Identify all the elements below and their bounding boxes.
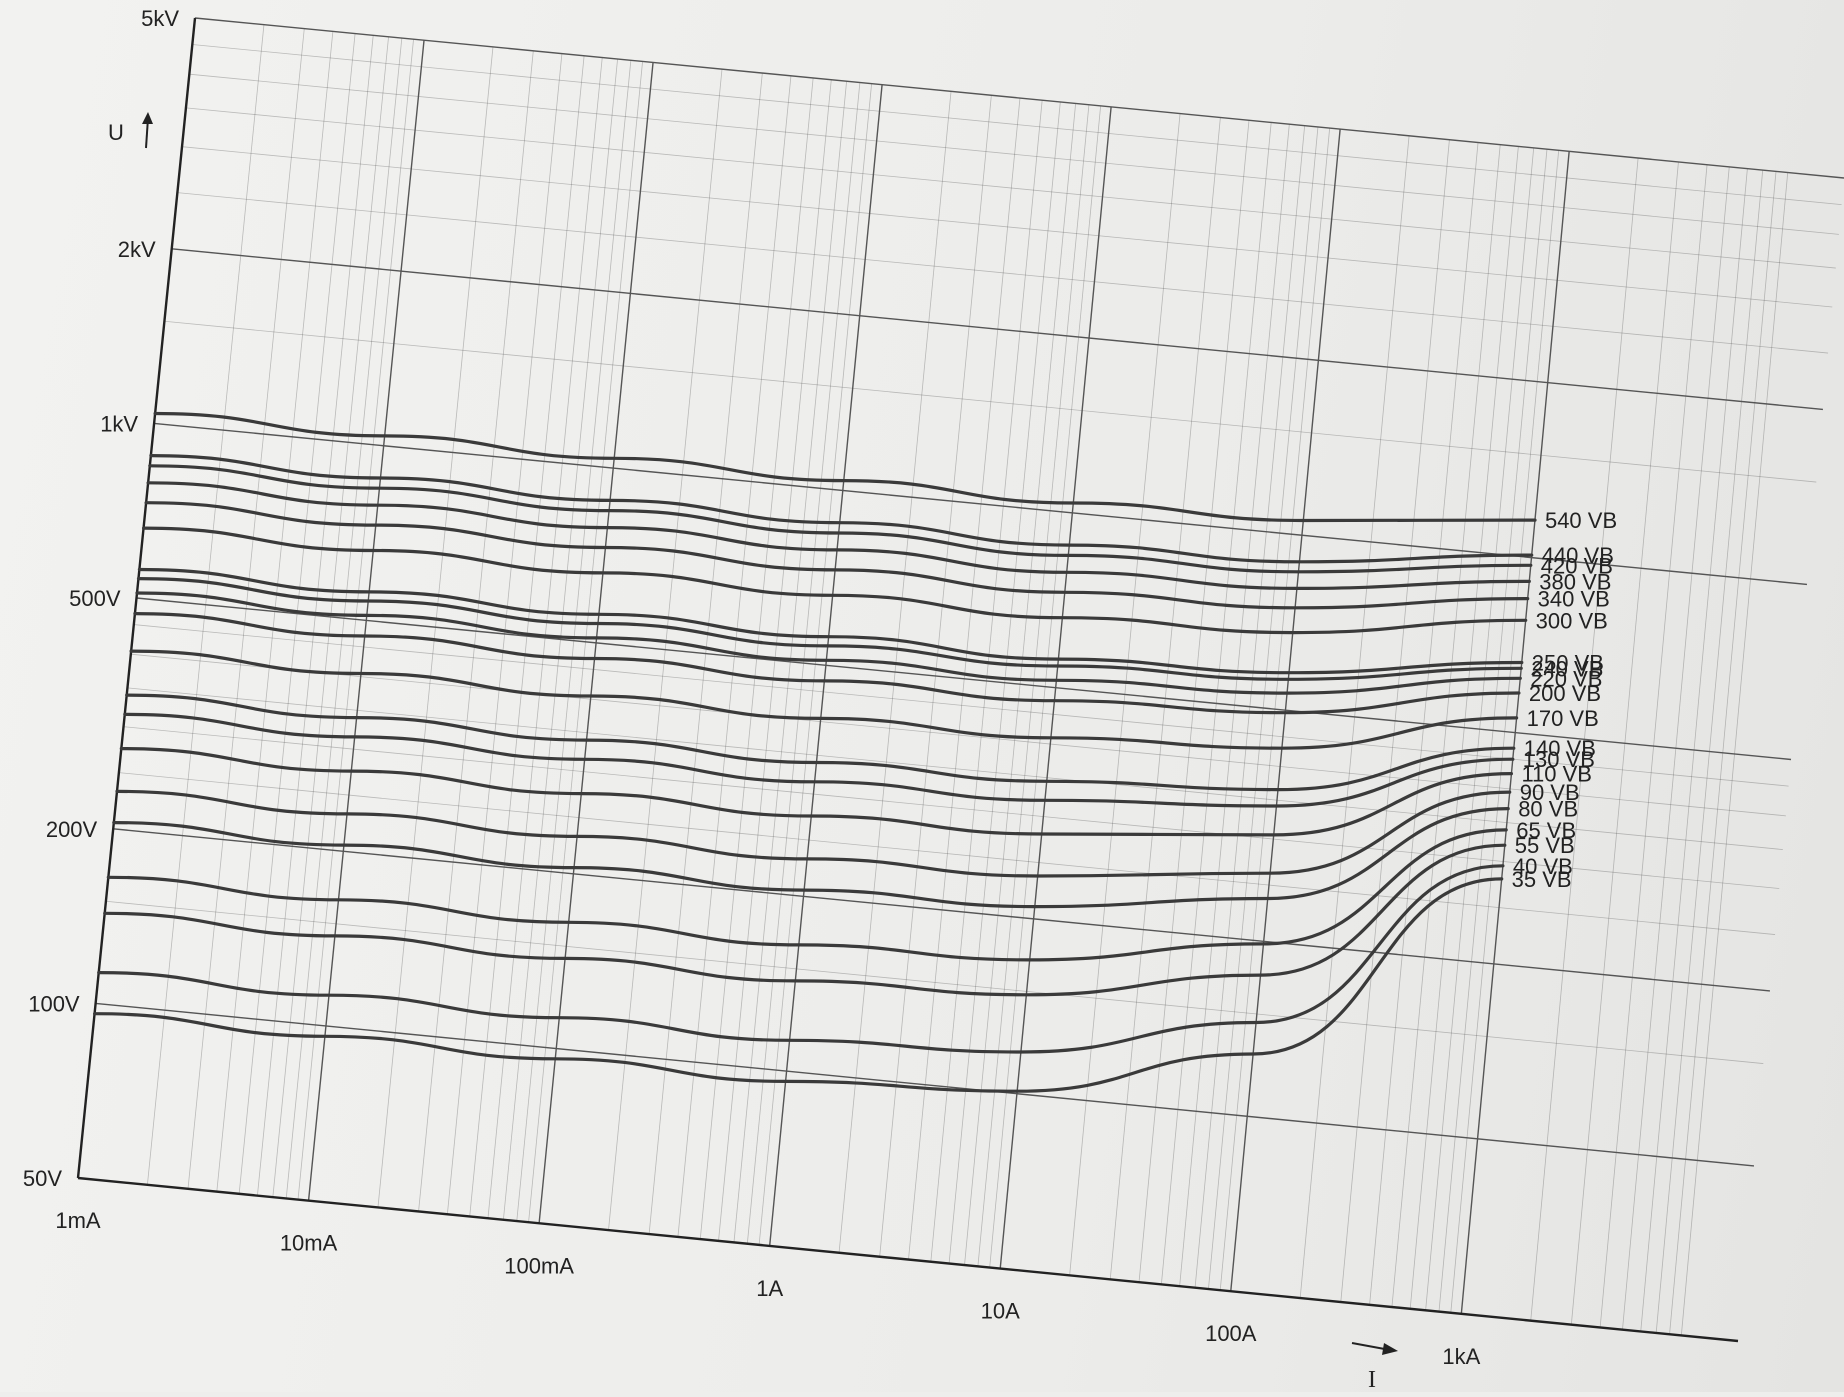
label-layer: 50V 100V 200V 500V 1kV 2kV 5kV 1mA 10mA 100mA 1A 10…	[23, 6, 1617, 1369]
series-label: 420 VB	[1541, 553, 1613, 578]
grid-minor-horizontal	[192, 44, 1842, 206]
series-label: 440 VB	[1542, 543, 1614, 568]
grid-major-horizontal	[113, 828, 1770, 992]
series-line	[112, 807, 1510, 909]
grid-major-horizontal	[154, 422, 1808, 586]
grid-layer	[76, 17, 1844, 1343]
series-line	[149, 454, 1534, 564]
series-line	[103, 843, 1507, 997]
x-tick-label: 10A	[981, 1299, 1020, 1324]
series-line	[136, 577, 1523, 681]
y-tick-label: 5kV	[141, 6, 179, 31]
series-line	[142, 526, 1528, 635]
y-axis-arrow-icon	[142, 112, 153, 149]
series-line	[144, 501, 1530, 610]
series-line	[148, 464, 1533, 574]
series-line	[133, 612, 1521, 715]
x-axis-title: I	[1368, 1367, 1376, 1392]
x-tick-label: 1mA	[55, 1208, 101, 1233]
grid-minor-horizontal	[164, 320, 1817, 483]
series-line	[119, 747, 1513, 837]
series-label: 170 VB	[1527, 706, 1599, 731]
y-tick-label: 2kV	[118, 237, 156, 262]
series-label: 130 VB	[1523, 747, 1595, 772]
grid-minor-horizontal	[181, 146, 1833, 308]
series-label: 55 VB	[1515, 833, 1575, 858]
series-label: 540 VB	[1545, 508, 1617, 533]
series-line	[146, 481, 1531, 591]
y-tick-label: 200V	[46, 817, 98, 842]
y-tick-label: 500V	[69, 586, 121, 611]
y-axis-title: U	[108, 120, 124, 145]
grid-major-horizontal	[136, 597, 1792, 761]
x-tick-label: 1A	[756, 1276, 783, 1301]
x-tick-label: 10mA	[280, 1231, 338, 1256]
series-label: 80 VB	[1518, 797, 1578, 822]
series-line	[93, 877, 1504, 1093]
series-line	[153, 411, 1537, 523]
series-label: 220 VB	[1530, 666, 1602, 691]
series-line	[129, 649, 1519, 750]
series-label: 110 VB	[1521, 762, 1592, 787]
x-tick-label: 100A	[1205, 1321, 1257, 1346]
series-line	[115, 789, 1512, 878]
series-label: 200 VB	[1529, 681, 1601, 706]
series-label: 140 VB	[1524, 736, 1596, 761]
series-label: 35 VB	[1512, 867, 1572, 892]
x-axis-line	[77, 1176, 1739, 1343]
series-line	[123, 712, 1515, 808]
series-label: 90 VB	[1520, 780, 1580, 805]
y-axis-line	[76, 17, 197, 1179]
y-tick-label: 50V	[23, 1166, 62, 1191]
x-tick-label: 100mA	[504, 1253, 574, 1278]
grid-major-horizontal	[171, 248, 1823, 411]
series-label: 380 VB	[1539, 569, 1611, 594]
x-axis-arrow-icon	[1351, 1342, 1398, 1355]
grid-minor-horizontal	[105, 900, 1764, 1064]
series-label: 240 VB	[1531, 656, 1603, 681]
series-line	[97, 864, 1505, 1054]
y-tick-label: 1kV	[100, 411, 138, 436]
series-line	[125, 693, 1516, 792]
curve-layer	[93, 411, 1537, 1093]
series-label: 65 VB	[1516, 818, 1576, 843]
grid-minor-horizontal	[185, 107, 1836, 269]
series-line	[135, 591, 1522, 695]
grid-minor-horizontal	[189, 73, 1839, 235]
y-tick-label: 100V	[28, 991, 80, 1016]
series-label: 40 VB	[1513, 854, 1573, 879]
grid-major-horizontal	[194, 17, 1844, 179]
series-line	[137, 567, 1524, 675]
series-label: 300 VB	[1536, 608, 1608, 633]
series-label: 340 VB	[1538, 587, 1610, 612]
x-tick-label: 1kA	[1442, 1344, 1480, 1369]
grid-major-horizontal	[95, 1002, 1755, 1167]
series-line	[106, 828, 1508, 962]
series-label: 250 VB	[1532, 650, 1604, 675]
axis-layer: U I	[108, 112, 1398, 1393]
